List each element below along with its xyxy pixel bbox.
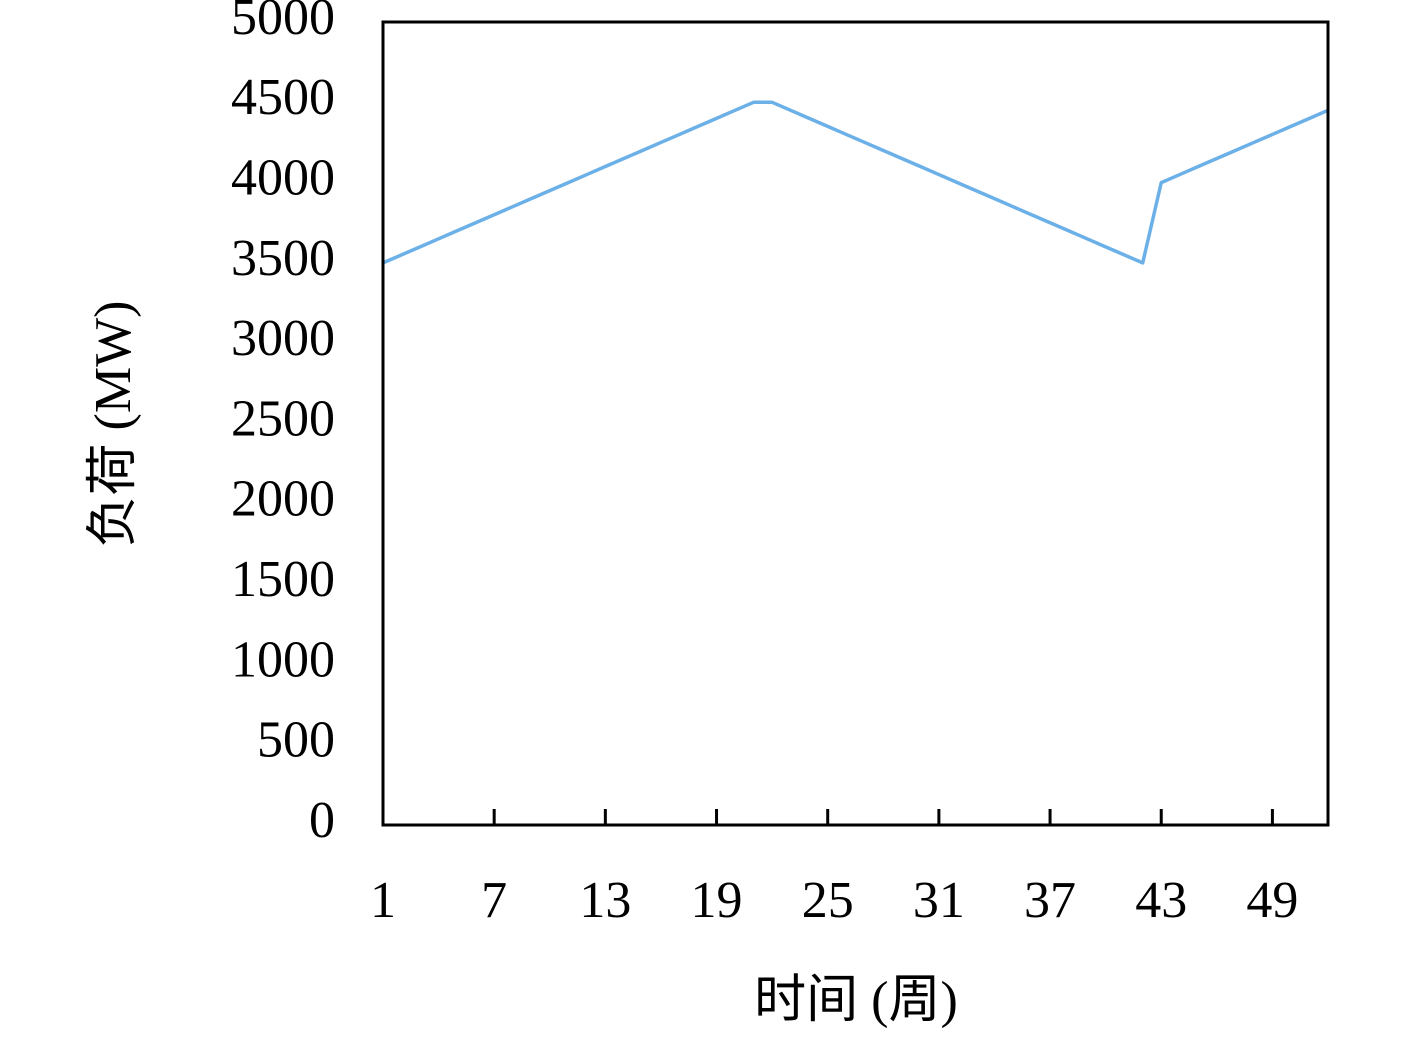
x-tick-label: 1 (370, 872, 396, 929)
plot-frame (381, 20, 1330, 827)
data-line (382, 100, 1329, 265)
y-tick-label: 3000 (231, 310, 335, 367)
x-tick-label: 7 (481, 872, 507, 929)
y-tick-label: 500 (257, 712, 335, 769)
y-tick-label: 0 (309, 792, 335, 849)
x-tick-label: 31 (913, 872, 965, 929)
y-tick-label: 4500 (231, 69, 335, 126)
y-tick-label: 1500 (231, 551, 335, 608)
x-tick-label: 25 (802, 872, 854, 929)
y-tick-label: 2500 (231, 390, 335, 447)
y-tick-label: 1000 (231, 631, 335, 688)
y-tick-label: 5000 (231, 0, 335, 46)
x-tick-label: 37 (1024, 872, 1076, 929)
x-tick-label: 19 (691, 872, 743, 929)
y-tick-label: 4000 (231, 150, 335, 207)
y-axis-label: 负荷 (MW) (85, 301, 142, 548)
x-axis-label: 时间 (周) (754, 972, 958, 1029)
y-tick-label: 3500 (231, 230, 335, 287)
x-tick-label: 43 (1135, 872, 1187, 929)
x-tick-label: 13 (579, 872, 631, 929)
x-tick-label: 49 (1246, 872, 1298, 929)
y-tick-label: 2000 (231, 471, 335, 528)
